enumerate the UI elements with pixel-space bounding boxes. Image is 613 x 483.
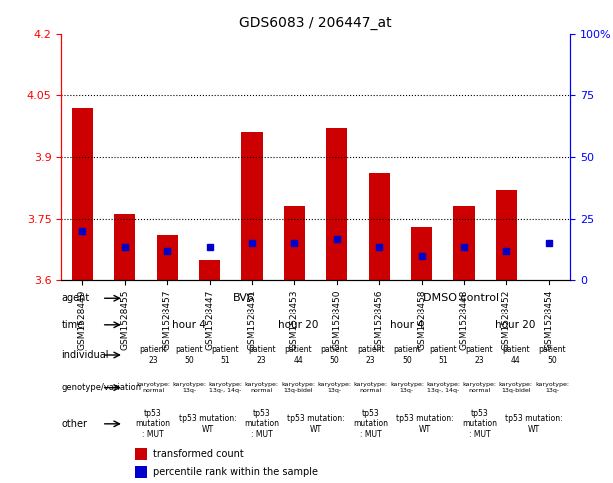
Text: time: time [61,320,83,330]
Text: hour 20: hour 20 [495,320,536,330]
Text: patient
50: patient 50 [538,345,566,365]
Text: karyotype:
13q-: karyotype: 13q- [535,382,569,393]
Text: tp53
mutation
: MUT: tp53 mutation : MUT [353,409,388,439]
Bar [135,448,147,460]
Text: patient
44: patient 44 [502,345,530,365]
Bar [135,467,147,478]
Text: DMSO control: DMSO control [423,293,500,303]
Text: other: other [61,419,87,429]
Text: karyotype:
13q-bidel: karyotype: 13q-bidel [499,382,533,393]
Text: patient
51: patient 51 [211,345,239,365]
Text: karyotype:
normal: karyotype: normal [462,382,497,393]
Text: patient
23: patient 23 [139,345,167,365]
Text: patient
50: patient 50 [175,345,203,365]
Text: tp53
mutation
: MUT: tp53 mutation : MUT [245,409,280,439]
Text: genotype/variation: genotype/variation [61,383,142,392]
Bar [454,206,474,280]
Bar [496,190,517,280]
Bar [242,132,263,280]
Text: transformed count: transformed count [153,449,244,459]
Text: tp53
mutation
: MUT: tp53 mutation : MUT [462,409,497,439]
Text: agent: agent [61,293,89,303]
Text: tp53
mutation
: MUT: tp53 mutation : MUT [135,409,170,439]
Text: tp53 mutation:
WT: tp53 mutation: WT [178,414,236,434]
Text: karyotype:
13q-: karyotype: 13q- [172,382,206,393]
Text: hour 20: hour 20 [278,320,318,330]
Bar [284,206,305,280]
Bar [114,214,135,280]
Bar [411,227,432,280]
Bar [157,235,178,280]
Text: karyotype:
13q-: karyotype: 13q- [318,382,351,393]
Text: patient
23: patient 23 [466,345,493,365]
Text: tp53 mutation:
WT: tp53 mutation: WT [396,414,454,434]
Bar [368,173,390,280]
Bar [72,108,93,280]
Text: tp53 mutation:
WT: tp53 mutation: WT [505,414,563,434]
Text: patient
23: patient 23 [248,345,276,365]
Text: patient
50: patient 50 [393,345,421,365]
Bar [199,260,220,280]
Bar [326,128,348,280]
Text: patient
51: patient 51 [429,345,457,365]
Text: patient
23: patient 23 [357,345,384,365]
Text: hour 4: hour 4 [390,320,424,330]
Text: karyotype:
13q-, 14q-: karyotype: 13q-, 14q- [208,382,243,393]
Text: percentile rank within the sample: percentile rank within the sample [153,468,318,477]
Text: patient
50: patient 50 [321,345,348,365]
Text: BV6: BV6 [233,293,254,303]
Text: karyotype:
13q-: karyotype: 13q- [390,382,424,393]
Text: karyotype:
13q-, 14q-: karyotype: 13q-, 14q- [426,382,460,393]
Text: individual: individual [61,350,109,360]
Text: karyotype:
normal: karyotype: normal [245,382,279,393]
Text: tp53 mutation:
WT: tp53 mutation: WT [287,414,345,434]
Text: karyotype:
13q-bidel: karyotype: 13q-bidel [281,382,315,393]
Title: GDS6083 / 206447_at: GDS6083 / 206447_at [240,16,392,30]
Text: karyotype:
normal: karyotype: normal [136,382,170,393]
Text: karyotype:
normal: karyotype: normal [354,382,387,393]
Text: patient
44: patient 44 [284,345,312,365]
Text: hour 4: hour 4 [172,320,206,330]
